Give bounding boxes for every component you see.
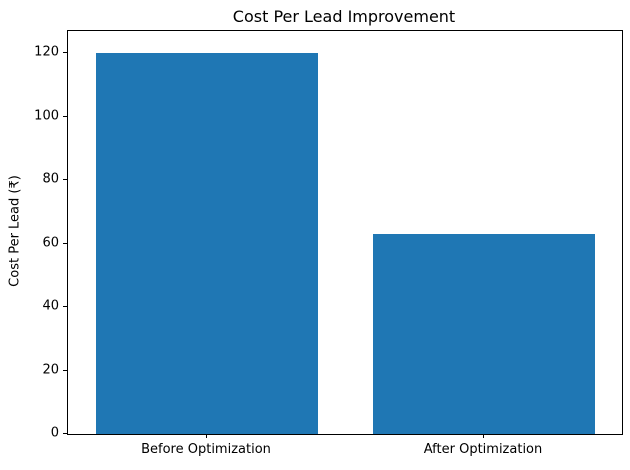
y-tick-label: 40 <box>42 298 59 314</box>
y-tick-mark <box>63 116 67 117</box>
y-axis-label: Cost Per Lead (₹) <box>7 175 23 287</box>
y-tick-mark <box>63 370 67 371</box>
y-tick-mark <box>63 52 67 53</box>
x-tick-mark <box>206 434 207 438</box>
y-tick-label: 60 <box>42 235 59 251</box>
y-tick-label: 120 <box>34 44 59 60</box>
x-tick-mark <box>483 434 484 438</box>
plot-area <box>67 30 623 435</box>
bar-after-optimization <box>373 234 595 434</box>
chart-title: Cost Per Lead Improvement <box>232 7 456 26</box>
y-tick-label: 80 <box>42 171 59 187</box>
y-tick-mark <box>63 433 67 434</box>
y-tick-label: 100 <box>34 108 59 124</box>
y-tick-mark <box>63 243 67 244</box>
x-tick-label: After Optimization <box>423 442 543 457</box>
y-tick-label: 0 <box>50 425 59 441</box>
y-tick-label: 20 <box>42 362 59 378</box>
bar-before-optimization <box>96 53 318 434</box>
y-tick-mark <box>63 306 67 307</box>
x-tick-label: Before Optimization <box>141 442 271 457</box>
y-tick-mark <box>63 179 67 180</box>
